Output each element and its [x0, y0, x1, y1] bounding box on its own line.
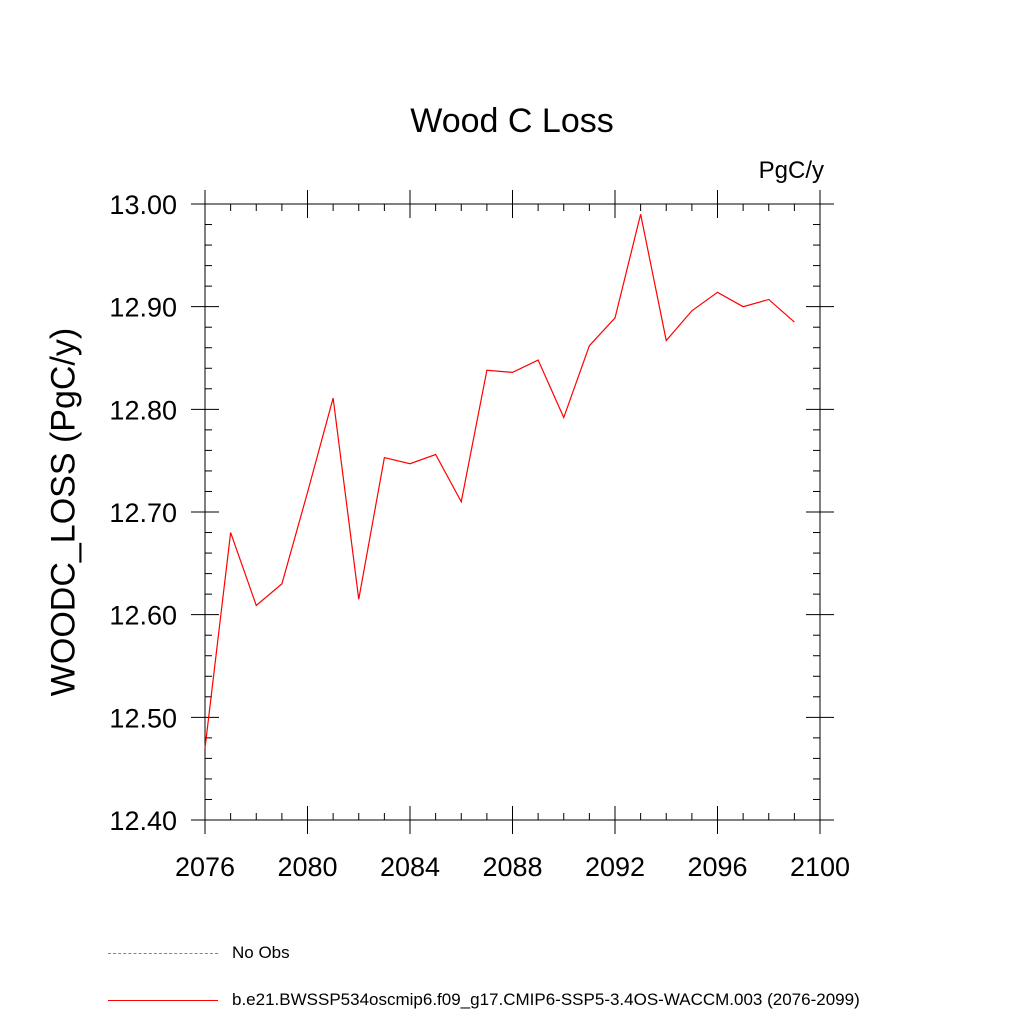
- plot-frame: [204, 203, 821, 821]
- legend-label: No Obs: [232, 943, 290, 962]
- legend-swatch-solid: [108, 999, 218, 1001]
- units-label: PgC/y: [758, 157, 824, 184]
- series-lines: [204, 214, 795, 749]
- x-tick-label: 2080: [277, 852, 337, 882]
- x-axis: 2076 2080 2084 2088 2092 2096 2100: [175, 190, 850, 882]
- legend-label: b.e21.BWSSP534oscmip6.f09_g17.CMIP6-SSP5…: [232, 990, 860, 1009]
- y-tick-label: 12.70: [109, 498, 177, 528]
- y-tick-label: 12.40: [109, 806, 177, 836]
- legend-item-no-obs: No Obs: [108, 943, 290, 963]
- y-tick-label: 12.60: [109, 601, 177, 631]
- x-tick-label: 2100: [790, 852, 850, 882]
- legend-item-model-run: b.e21.BWSSP534oscmip6.f09_g17.CMIP6-SSP5…: [108, 990, 860, 1010]
- y-tick-label: 12.80: [109, 395, 177, 425]
- series-line: [204, 214, 795, 749]
- legend-swatch-dashed: [108, 952, 218, 954]
- y-tick-label: 13.00: [109, 190, 177, 220]
- x-tick-label: 2076: [175, 852, 235, 882]
- y-tick-label: 12.50: [109, 703, 177, 733]
- x-tick-label: 2088: [482, 852, 542, 882]
- plot-border: [204, 203, 821, 821]
- y-axis: 12.40 12.50 12.60 12.70 12.80 12.90 13.00: [109, 190, 834, 836]
- x-tick-label: 2092: [585, 852, 645, 882]
- x-tick-label: 2084: [380, 852, 440, 882]
- y-axis-label: WOODC_LOSS (PgC/y): [44, 327, 83, 697]
- x-tick-label: 2096: [687, 852, 747, 882]
- chart-title: Wood C Loss: [410, 102, 614, 140]
- y-tick-label: 12.90: [109, 293, 177, 323]
